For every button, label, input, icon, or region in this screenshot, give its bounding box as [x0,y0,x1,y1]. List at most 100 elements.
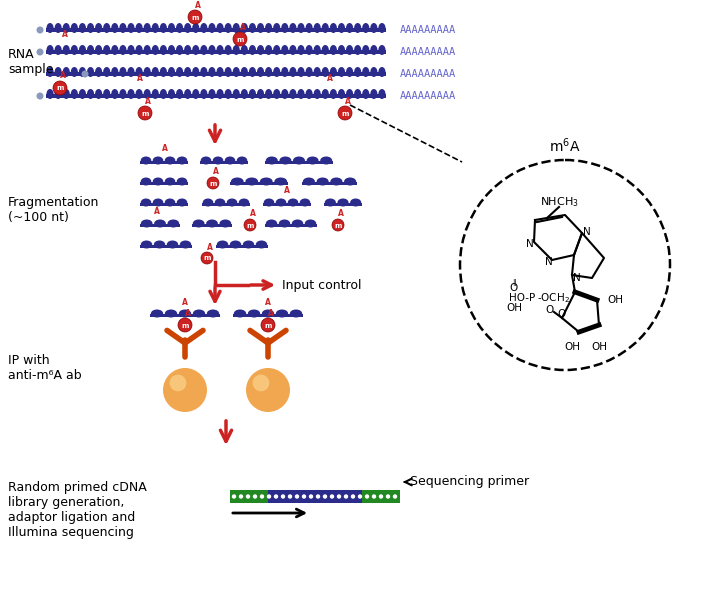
Ellipse shape [225,157,235,164]
Text: ‖: ‖ [513,279,516,286]
Text: m$^6$A: m$^6$A [549,137,581,155]
Text: HO-P: HO-P [509,293,535,303]
Circle shape [246,368,290,412]
Ellipse shape [47,23,54,33]
Ellipse shape [119,23,126,33]
Ellipse shape [330,67,337,77]
Ellipse shape [154,220,166,228]
Ellipse shape [154,241,165,249]
Ellipse shape [87,45,94,55]
Ellipse shape [297,89,304,99]
Ellipse shape [306,89,313,99]
Ellipse shape [237,157,247,164]
Ellipse shape [140,241,152,249]
Bar [200,161,248,164]
Ellipse shape [160,45,167,55]
Text: A: A [239,22,246,31]
Circle shape [207,177,219,189]
Circle shape [316,494,321,498]
Ellipse shape [233,23,240,33]
Circle shape [53,81,67,95]
Text: N: N [573,273,581,283]
Circle shape [201,252,213,264]
Circle shape [233,32,247,46]
Ellipse shape [281,45,288,55]
Ellipse shape [322,89,329,99]
Ellipse shape [346,45,353,55]
Text: m: m [203,255,210,261]
Ellipse shape [337,199,349,206]
Ellipse shape [305,220,316,228]
Ellipse shape [220,220,231,228]
Circle shape [351,494,355,498]
Bar [362,490,400,503]
Circle shape [365,494,369,498]
Ellipse shape [257,23,264,33]
Ellipse shape [313,45,321,55]
Ellipse shape [112,67,119,77]
Bar [230,181,288,184]
Bar [140,202,188,205]
Ellipse shape [281,89,288,99]
Ellipse shape [128,67,135,77]
Ellipse shape [208,23,215,33]
Circle shape [37,49,44,55]
Ellipse shape [95,23,102,33]
Bar [233,314,303,317]
Bar [202,202,250,205]
Ellipse shape [273,89,280,99]
Bar [302,181,357,184]
Ellipse shape [306,23,313,33]
Ellipse shape [47,67,54,77]
Text: A: A [284,186,290,195]
Ellipse shape [297,45,304,55]
Ellipse shape [321,157,333,164]
Ellipse shape [136,23,143,33]
Ellipse shape [87,67,94,77]
Circle shape [281,494,285,498]
Ellipse shape [306,157,318,164]
Text: A: A [327,74,333,83]
Ellipse shape [260,178,273,185]
Circle shape [261,318,275,332]
Ellipse shape [265,67,273,77]
Ellipse shape [354,67,361,77]
Ellipse shape [316,178,329,185]
Text: AAAAAAAAA: AAAAAAAAA [400,91,456,101]
Circle shape [232,494,237,498]
Ellipse shape [213,157,223,164]
Text: A: A [145,96,150,105]
Ellipse shape [241,67,248,77]
Ellipse shape [350,199,361,206]
Text: A: A [154,207,160,216]
Text: N: N [526,239,534,249]
Bar [324,202,362,205]
Text: Random primed cDNA
library generation,
adaptor ligation and
Illumina sequencing: Random primed cDNA library generation, a… [8,481,147,539]
Ellipse shape [206,220,218,228]
Ellipse shape [297,67,304,77]
Ellipse shape [338,23,345,33]
Circle shape [330,494,334,498]
Ellipse shape [370,45,378,55]
Ellipse shape [208,45,215,55]
Ellipse shape [338,67,345,77]
Bar [268,490,362,503]
Text: AAAAAAAAA: AAAAAAAAA [400,69,456,79]
Ellipse shape [164,178,175,185]
Ellipse shape [160,67,167,77]
Ellipse shape [208,89,215,99]
Circle shape [337,494,341,498]
Ellipse shape [265,45,273,55]
Ellipse shape [279,220,290,228]
Ellipse shape [201,23,208,33]
Ellipse shape [370,23,378,33]
Ellipse shape [281,23,288,33]
Ellipse shape [227,199,237,206]
Ellipse shape [243,241,254,249]
Ellipse shape [54,67,61,77]
Ellipse shape [112,45,119,55]
Circle shape [372,494,376,498]
Ellipse shape [54,45,61,55]
Ellipse shape [370,89,378,99]
Bar [265,223,317,226]
